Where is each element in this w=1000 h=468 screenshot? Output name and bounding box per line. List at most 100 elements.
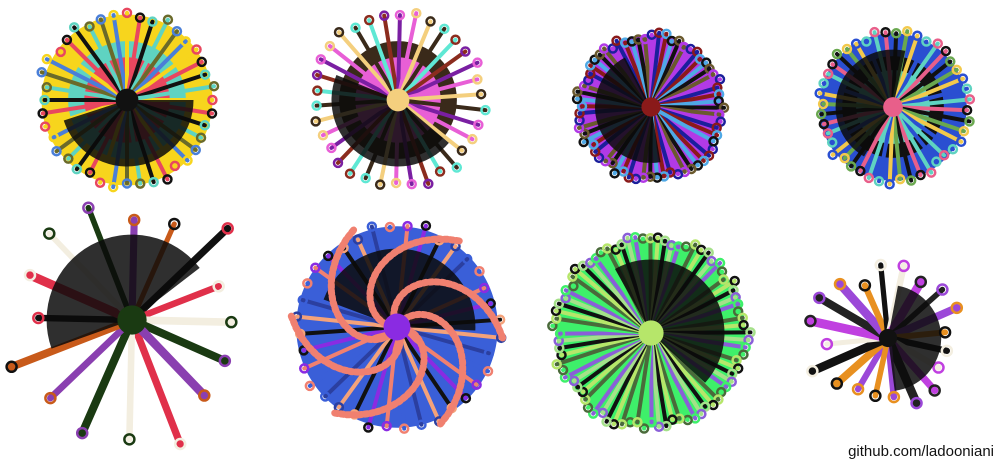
petal-tip <box>190 144 201 156</box>
petal-tip <box>940 45 952 57</box>
center-dot <box>638 320 664 346</box>
petal-tip <box>41 82 53 93</box>
petal-tip <box>344 168 356 179</box>
petal-tip <box>955 136 967 148</box>
spoke <box>128 316 229 365</box>
petal-tip <box>332 157 344 169</box>
petal-tip <box>48 132 59 143</box>
petal-tip <box>931 156 942 167</box>
spoke <box>7 316 136 371</box>
petal-tip <box>579 128 590 139</box>
spoke <box>396 19 433 102</box>
dark-sector <box>323 248 476 331</box>
petal-tip <box>646 417 657 428</box>
petal-tip <box>75 426 89 440</box>
spoke <box>125 17 170 102</box>
petal-tip <box>703 150 715 161</box>
petal-tip <box>326 142 337 154</box>
petal-tip <box>475 88 487 100</box>
petal-tip <box>311 100 322 111</box>
petal-tip <box>411 7 422 19</box>
petal-tip <box>814 87 825 99</box>
spoke <box>396 98 475 142</box>
spoke <box>396 98 464 153</box>
swirl-arm <box>390 278 507 342</box>
petal-tip <box>839 152 850 164</box>
petal-tip <box>473 119 484 131</box>
petal-tip <box>378 10 390 21</box>
petal-tip <box>312 85 323 96</box>
petal-tip <box>299 363 310 374</box>
petal-tip <box>43 227 56 240</box>
petal-tip <box>134 178 146 189</box>
petal-tip <box>827 149 838 161</box>
petal-tip <box>350 22 361 33</box>
petal-tip <box>207 94 218 106</box>
petal-tip <box>633 34 644 45</box>
spoke <box>353 25 400 102</box>
spoke <box>396 98 481 127</box>
petal-tip <box>653 421 665 432</box>
petal-tip <box>434 166 446 177</box>
petal-tip <box>718 274 729 285</box>
petal-tip <box>632 417 643 428</box>
center-dot <box>386 88 410 112</box>
petal-tip <box>474 265 485 277</box>
petal-tip <box>173 437 187 451</box>
petal-tip <box>841 43 853 55</box>
petal-tip <box>450 34 461 46</box>
petal-tip <box>623 172 635 183</box>
dark-sector <box>614 259 725 383</box>
spoke <box>294 314 399 329</box>
petal-tip <box>352 234 364 245</box>
petal-tip <box>51 145 62 157</box>
center-dot <box>117 305 147 335</box>
petal-tip <box>738 349 749 360</box>
center-dot <box>878 328 898 348</box>
spoke <box>635 331 653 425</box>
petal-tip <box>610 244 622 255</box>
spoke <box>396 77 480 102</box>
petal-tip <box>310 116 321 127</box>
spoke <box>125 59 204 102</box>
petal-tip <box>63 153 74 164</box>
petal-tip <box>366 221 378 232</box>
spoke <box>808 333 893 376</box>
petal-tip <box>212 280 225 293</box>
petal-tip <box>680 241 692 252</box>
petal-tip <box>304 380 316 392</box>
spoke <box>128 283 222 324</box>
petal-tip <box>39 94 50 106</box>
spoke <box>64 37 129 102</box>
spoke <box>47 316 136 402</box>
petal-tip <box>951 64 962 76</box>
dark-sector <box>46 234 200 349</box>
petal-tip <box>68 22 80 33</box>
petal-tip <box>199 120 211 131</box>
petal-tip <box>297 294 309 306</box>
petal-tip <box>961 104 973 116</box>
petal-tip <box>439 23 450 35</box>
petal-tip <box>940 344 954 358</box>
petal-tip <box>938 150 950 161</box>
petal-tip <box>398 423 410 434</box>
petal-tip <box>897 259 910 273</box>
petal-tip <box>460 46 471 57</box>
spoke <box>396 92 484 102</box>
petal-tip <box>587 408 599 419</box>
spoke <box>367 18 400 102</box>
petal-tip <box>195 132 207 143</box>
petal-tip <box>890 28 902 39</box>
spoke <box>327 44 400 102</box>
petal-tip <box>483 347 495 359</box>
petal-tip <box>958 125 970 137</box>
spoke <box>44 85 129 102</box>
petal-tip <box>609 168 620 179</box>
spoke <box>127 315 209 400</box>
spoke <box>125 84 217 102</box>
petal-tip <box>94 177 106 188</box>
spoke <box>301 325 399 353</box>
petal-tip <box>845 161 857 172</box>
petal-tip <box>302 278 313 289</box>
